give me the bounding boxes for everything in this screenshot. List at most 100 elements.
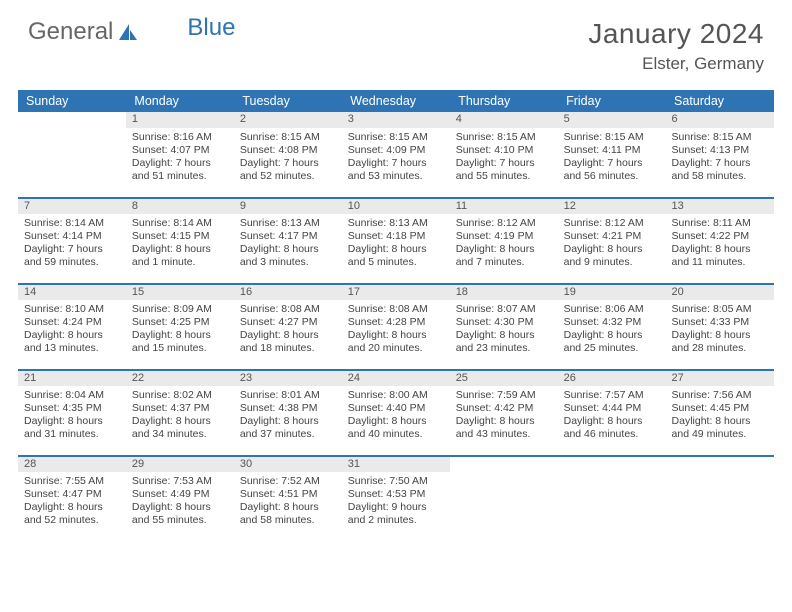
day-number-cell: 18: [450, 284, 558, 300]
daylight-text-2: and 43 minutes.: [456, 428, 552, 441]
daylight-text-1: Daylight: 8 hours: [564, 329, 660, 342]
daylight-text-1: Daylight: 8 hours: [240, 415, 336, 428]
sunset-text: Sunset: 4:28 PM: [348, 316, 444, 329]
sunrise-text: Sunrise: 8:07 AM: [456, 303, 552, 316]
daylight-text-1: Daylight: 8 hours: [456, 243, 552, 256]
daylight-text-2: and 28 minutes.: [672, 342, 768, 355]
sunrise-text: Sunrise: 7:53 AM: [132, 475, 228, 488]
day-content-row: Sunrise: 7:55 AMSunset: 4:47 PM Daylight:…: [18, 472, 774, 542]
daylight-text-1: Daylight: 8 hours: [564, 243, 660, 256]
day-number-cell: 10: [342, 198, 450, 214]
sunset-text: Sunset: 4:14 PM: [24, 230, 120, 243]
daylight-text-2: and 7 minutes.: [456, 256, 552, 269]
weekday-header: Friday: [558, 90, 666, 112]
daylight-text-1: Daylight: 8 hours: [348, 415, 444, 428]
day-content-cell: Sunrise: 8:15 AMSunset: 4:13 PMDaylight:…: [666, 128, 774, 198]
day-number-cell: 20: [666, 284, 774, 300]
weekday-header: Saturday: [666, 90, 774, 112]
brand-part2: Blue: [187, 14, 235, 42]
daylight-text-2: and 34 minutes.: [132, 428, 228, 441]
sunrise-text: Sunrise: 8:10 AM: [24, 303, 120, 316]
day-number-cell: 24: [342, 370, 450, 386]
daylight-text-2: and 3 minutes.: [240, 256, 336, 269]
daylight-text-2: and 51 minutes.: [132, 170, 228, 183]
day-number-cell: 22: [126, 370, 234, 386]
daylight-text-2: and 52 minutes.: [240, 170, 336, 183]
day-content-cell: Sunrise: 8:00 AMSunset: 4:40 PMDaylight:…: [342, 386, 450, 456]
daylight-text-2: and 5 minutes.: [348, 256, 444, 269]
daylight-text-1: Daylight: 8 hours: [240, 243, 336, 256]
sunrise-text: Sunrise: 8:06 AM: [564, 303, 660, 316]
daylight-text-1: Daylight: 8 hours: [348, 329, 444, 342]
day-content-cell: Sunrise: 8:11 AMSunset: 4:22 PMDaylight:…: [666, 214, 774, 284]
sunset-text: Sunset: 4:22 PM: [672, 230, 768, 243]
daylight-text-2: and 37 minutes.: [240, 428, 336, 441]
day-content-cell: [450, 472, 558, 542]
day-number-row: 28293031: [18, 456, 774, 472]
day-content-cell: Sunrise: 7:57 AMSunset: 4:44 PMDaylight:…: [558, 386, 666, 456]
sunrise-text: Sunrise: 8:15 AM: [348, 131, 444, 144]
sunset-text: Sunset: 4:35 PM: [24, 402, 120, 415]
sunrise-text: Sunrise: 7:59 AM: [456, 389, 552, 402]
day-content-cell: Sunrise: 8:16 AMSunset: 4:07 PMDaylight:…: [126, 128, 234, 198]
day-number-cell: 9: [234, 198, 342, 214]
daylight-text-2: and 23 minutes.: [456, 342, 552, 355]
sunrise-text: Sunrise: 8:15 AM: [456, 131, 552, 144]
header: General Blue January 2024 Elster, German…: [0, 0, 792, 82]
sunset-text: Sunset: 4:30 PM: [456, 316, 552, 329]
daylight-text-1: Daylight: 8 hours: [240, 329, 336, 342]
daylight-text-1: Daylight: 8 hours: [672, 243, 768, 256]
sunset-text: Sunset: 4:15 PM: [132, 230, 228, 243]
sunset-text: Sunset: 4:37 PM: [132, 402, 228, 415]
day-content-cell: Sunrise: 8:05 AMSunset: 4:33 PMDaylight:…: [666, 300, 774, 370]
daylight-text-1: Daylight: 7 hours: [564, 157, 660, 170]
daylight-text-2: and 11 minutes.: [672, 256, 768, 269]
daylight-text-2: and 46 minutes.: [564, 428, 660, 441]
day-content-cell: Sunrise: 8:12 AMSunset: 4:21 PMDaylight:…: [558, 214, 666, 284]
sunset-text: Sunset: 4:32 PM: [564, 316, 660, 329]
day-content-cell: Sunrise: 8:08 AMSunset: 4:27 PMDaylight:…: [234, 300, 342, 370]
sunset-text: Sunset: 4:53 PM: [348, 488, 444, 501]
day-content-cell: [558, 472, 666, 542]
day-number-cell: 23: [234, 370, 342, 386]
sunrise-text: Sunrise: 8:08 AM: [348, 303, 444, 316]
sunset-text: Sunset: 4:47 PM: [24, 488, 120, 501]
weekday-header: Thursday: [450, 90, 558, 112]
daylight-text-2: and 31 minutes.: [24, 428, 120, 441]
sunrise-text: Sunrise: 8:12 AM: [456, 217, 552, 230]
sunrise-text: Sunrise: 8:13 AM: [348, 217, 444, 230]
day-content-cell: Sunrise: 8:02 AMSunset: 4:37 PMDaylight:…: [126, 386, 234, 456]
daylight-text-1: Daylight: 7 hours: [348, 157, 444, 170]
logo-sail-icon: [117, 22, 139, 42]
weekday-header: Sunday: [18, 90, 126, 112]
day-number-cell: 16: [234, 284, 342, 300]
daylight-text-2: and 53 minutes.: [348, 170, 444, 183]
sunset-text: Sunset: 4:09 PM: [348, 144, 444, 157]
day-number-cell: 17: [342, 284, 450, 300]
daylight-text-2: and 52 minutes.: [24, 514, 120, 527]
daylight-text-1: Daylight: 7 hours: [240, 157, 336, 170]
sunrise-text: Sunrise: 7:56 AM: [672, 389, 768, 402]
daylight-text-1: Daylight: 8 hours: [348, 243, 444, 256]
daylight-text-2: and 18 minutes.: [240, 342, 336, 355]
sunrise-text: Sunrise: 8:14 AM: [132, 217, 228, 230]
brand-logo: General Blue: [28, 18, 235, 46]
daylight-text-2: and 20 minutes.: [348, 342, 444, 355]
day-number-row: 78910111213: [18, 198, 774, 214]
day-number-cell: 27: [666, 370, 774, 386]
daylight-text-2: and 59 minutes.: [24, 256, 120, 269]
brand-part1: General: [28, 18, 113, 46]
sunrise-text: Sunrise: 7:55 AM: [24, 475, 120, 488]
day-number-cell: 19: [558, 284, 666, 300]
daylight-text-2: and 55 minutes.: [132, 514, 228, 527]
day-number-row: 21222324252627: [18, 370, 774, 386]
location-label: Elster, Germany: [588, 54, 764, 74]
day-content-cell: Sunrise: 8:07 AMSunset: 4:30 PMDaylight:…: [450, 300, 558, 370]
day-content-cell: Sunrise: 8:12 AMSunset: 4:19 PMDaylight:…: [450, 214, 558, 284]
daylight-text-1: Daylight: 8 hours: [24, 415, 120, 428]
sunset-text: Sunset: 4:24 PM: [24, 316, 120, 329]
day-content-cell: [18, 128, 126, 198]
daylight-text-1: Daylight: 8 hours: [132, 501, 228, 514]
sunrise-text: Sunrise: 7:50 AM: [348, 475, 444, 488]
daylight-text-1: Daylight: 8 hours: [564, 415, 660, 428]
